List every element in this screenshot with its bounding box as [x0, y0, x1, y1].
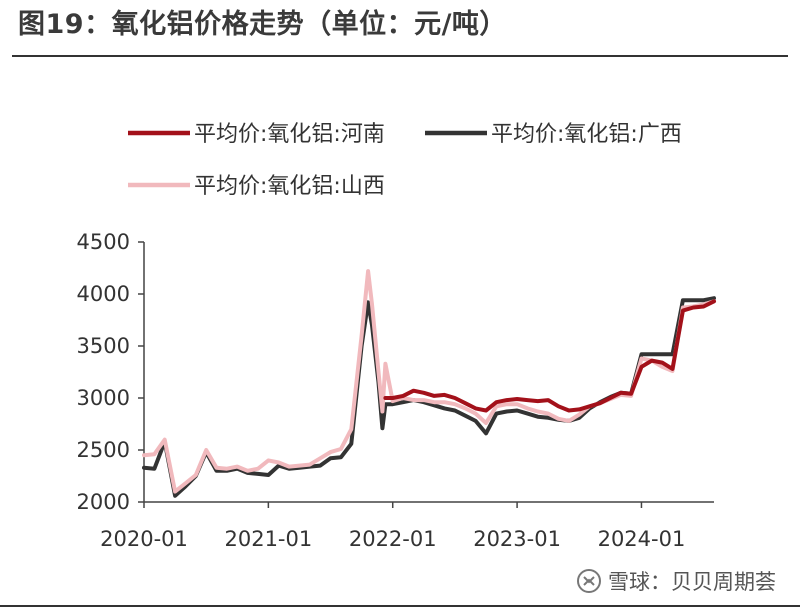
y-axis: 2000 2500 3000 3500 4000 4500 [77, 230, 145, 514]
series-layer [142, 269, 716, 498]
y-tick-label: 2500 [77, 438, 130, 462]
watermark: 雪球：贝贝周期荟 [576, 566, 776, 596]
series-line-3 [142, 269, 716, 494]
x-tick-label: 2024-01 [598, 527, 686, 551]
x-axis: 2020-01 2021-01 2022-01 2023-01 2024-01 [100, 501, 714, 551]
y-tick-label: 4000 [77, 282, 130, 306]
figure-title: 图19：氧化铝价格走势（单位：元/吨） [18, 9, 507, 40]
legend-label-3: 平均价:氧化铝:山西 [194, 174, 385, 199]
x-tick-label: 2022-01 [349, 527, 437, 551]
y-tick-label: 3000 [77, 386, 130, 410]
legend-label-1: 平均价:氧化铝:河南 [194, 122, 385, 147]
y-tick-label: 3500 [77, 334, 130, 358]
watermark-text: 雪球：贝贝周期荟 [608, 570, 776, 594]
top-divider [12, 55, 788, 57]
series-line-1 [383, 299, 716, 413]
x-tick-label: 2023-01 [473, 527, 561, 551]
y-tick-label: 4500 [77, 230, 130, 254]
x-tick-label: 2020-01 [100, 527, 188, 551]
y-tick-label: 2000 [77, 490, 130, 514]
legend-label-2: 平均价:氧化铝:广西 [491, 122, 682, 147]
bottom-divider [0, 605, 800, 607]
x-tick-label: 2021-01 [224, 527, 312, 551]
snowball-logo-icon [577, 569, 601, 593]
